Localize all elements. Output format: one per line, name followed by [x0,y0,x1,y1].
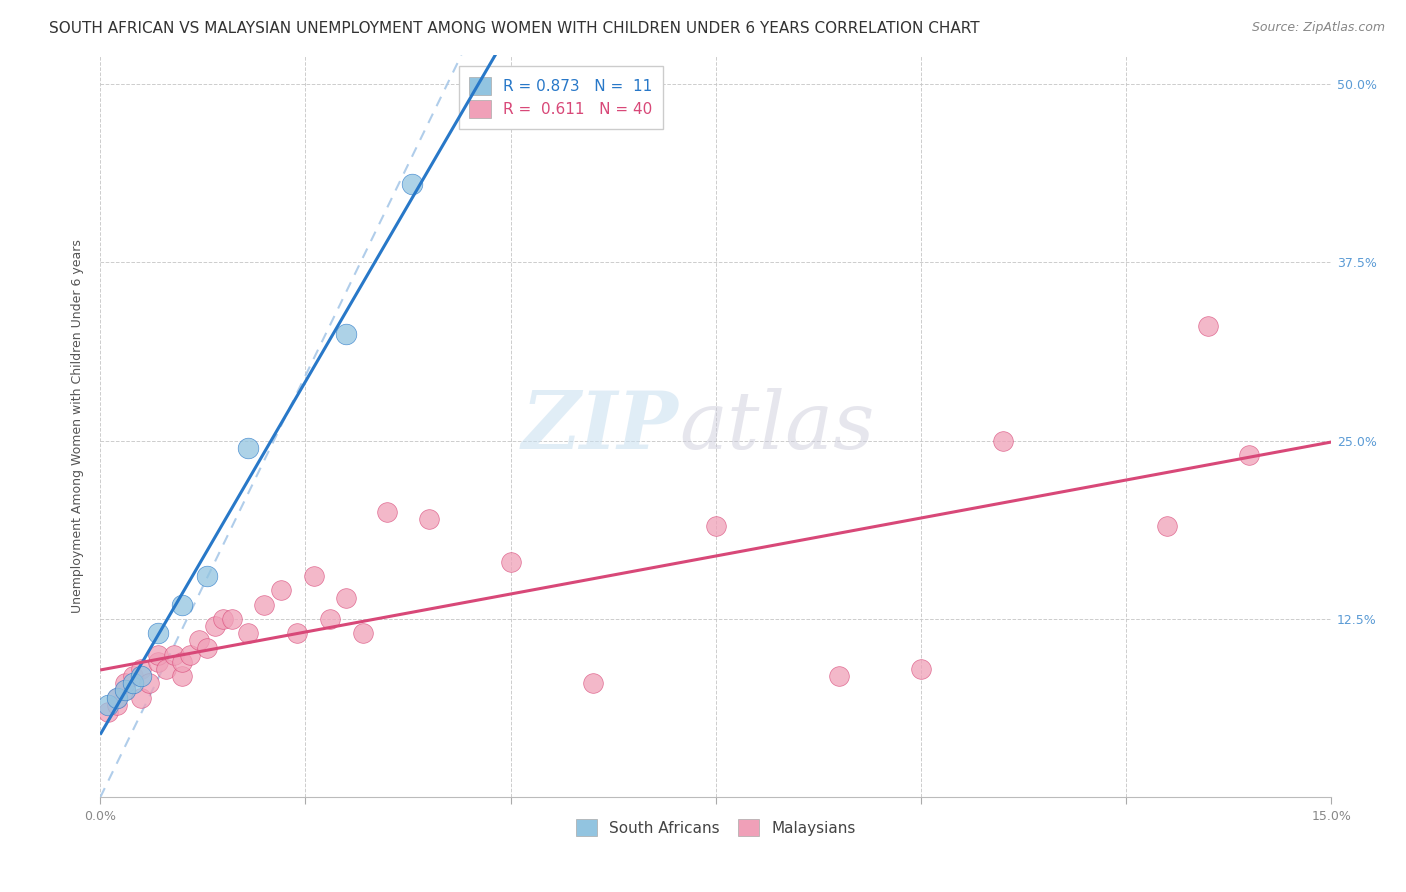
Point [582,676,605,690]
Point [704,519,727,533]
Point [97,705,120,719]
Point [129,669,152,683]
Point [285,626,308,640]
Point [114,676,136,690]
Point [195,640,218,655]
Text: atlas: atlas [679,387,875,465]
Point [122,669,145,683]
Point [221,612,243,626]
Legend: South Africans, Malaysians: South Africans, Malaysians [567,810,865,846]
Point [335,591,357,605]
Point [204,619,226,633]
Point [1197,319,1219,334]
Point [122,676,145,690]
Point [1156,519,1178,533]
Point [401,177,423,191]
Point [97,698,120,712]
Point [828,669,851,683]
Point [172,669,194,683]
Point [212,612,235,626]
Point [253,598,276,612]
Text: ZIP: ZIP [522,387,679,465]
Point [172,598,194,612]
Text: SOUTH AFRICAN VS MALAYSIAN UNEMPLOYMENT AMONG WOMEN WITH CHILDREN UNDER 6 YEARS : SOUTH AFRICAN VS MALAYSIAN UNEMPLOYMENT … [49,21,980,36]
Point [179,648,201,662]
Point [163,648,186,662]
Point [991,434,1014,448]
Point [319,612,342,626]
Point [146,626,169,640]
Y-axis label: Unemployment Among Women with Children Under 6 years: Unemployment Among Women with Children U… [72,239,84,613]
Point [105,690,128,705]
Point [499,555,522,569]
Point [105,690,128,705]
Point [146,655,169,669]
Text: Source: ZipAtlas.com: Source: ZipAtlas.com [1251,21,1385,34]
Point [377,505,399,519]
Point [146,648,169,662]
Point [418,512,440,526]
Point [236,441,259,455]
Point [114,683,136,698]
Point [302,569,325,583]
Point [352,626,374,640]
Point [910,662,932,676]
Point [138,676,160,690]
Point [335,326,357,341]
Point [155,662,177,676]
Point [187,633,209,648]
Point [172,655,194,669]
Point [195,569,218,583]
Point [129,662,152,676]
Point [270,583,292,598]
Point [129,690,152,705]
Point [114,683,136,698]
Point [105,698,128,712]
Point [1239,448,1261,462]
Point [236,626,259,640]
